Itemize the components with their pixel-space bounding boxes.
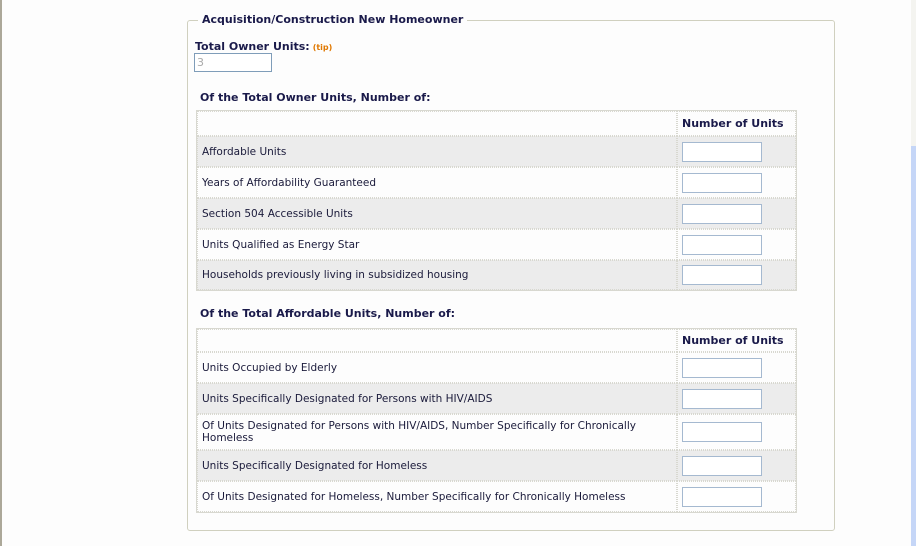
row-label: Section 504 Accessible Units [197, 198, 677, 229]
row-label: Affordable Units [197, 136, 677, 167]
column-header: Number of Units [677, 329, 796, 352]
tip-link[interactable]: (tip) [312, 43, 333, 52]
table-row: Affordable Units [197, 136, 796, 167]
table-row: Units Specifically Designated for Homele… [197, 450, 796, 481]
table-row: Of Units Designated for Persons with HIV… [197, 414, 796, 450]
section-504-input[interactable] [682, 203, 762, 224]
table-row: Units Qualified as Energy Star [197, 229, 796, 260]
total-owner-units-text: Total Owner Units: [195, 40, 310, 53]
table-row: Years of Affordability Guaranteed [197, 167, 796, 198]
fieldset [187, 20, 835, 531]
energy-star-input[interactable] [682, 234, 762, 255]
scrollbar-thumb[interactable] [911, 146, 916, 546]
row-label: Households previously living in subsidiz… [197, 260, 677, 290]
affordable-table-title: Of the Total Affordable Units, Number of… [200, 307, 456, 320]
total-owner-units-label: Total Owner Units: (tip) [195, 40, 332, 53]
window-edge [0, 0, 2, 546]
years-affordability-input[interactable] [682, 172, 762, 193]
header-blank [197, 329, 677, 352]
homeless-chronic-input[interactable] [682, 486, 762, 507]
row-label: Years of Affordability Guaranteed [197, 167, 677, 198]
hiv-aids-input[interactable] [682, 388, 762, 409]
total-owner-units-input[interactable] [194, 53, 272, 72]
row-label: Units Specifically Designated for Homele… [197, 450, 677, 481]
affordable-units-input[interactable] [682, 141, 762, 162]
affordable-units-table: Number of Units Units Occupied by Elderl… [196, 328, 797, 513]
table-row: Of Units Designated for Homeless, Number… [197, 481, 796, 512]
homeless-input[interactable] [682, 455, 762, 476]
owner-units-table: Number of Units Affordable Units Years o… [196, 110, 797, 291]
row-label: Units Occupied by Elderly [197, 352, 677, 383]
table-row: Units Occupied by Elderly [197, 352, 796, 383]
row-label: Of Units Designated for Homeless, Number… [197, 481, 677, 512]
subsidized-housing-input[interactable] [682, 265, 762, 285]
table-row: Section 504 Accessible Units [197, 198, 796, 229]
row-label: Units Specifically Designated for Person… [197, 383, 677, 414]
header-blank [197, 111, 677, 136]
row-label: Units Qualified as Energy Star [197, 229, 677, 260]
table-row: Units Specifically Designated for Person… [197, 383, 796, 414]
hiv-chronic-homeless-input[interactable] [682, 422, 762, 442]
section-title: Acquisition/Construction New Homeowner [198, 13, 468, 26]
elderly-input[interactable] [682, 357, 762, 378]
owner-table-title: Of the Total Owner Units, Number of: [200, 91, 431, 104]
row-label: Of Units Designated for Persons with HIV… [197, 414, 677, 450]
table-row: Households previously living in subsidiz… [197, 260, 796, 290]
column-header: Number of Units [677, 111, 796, 136]
